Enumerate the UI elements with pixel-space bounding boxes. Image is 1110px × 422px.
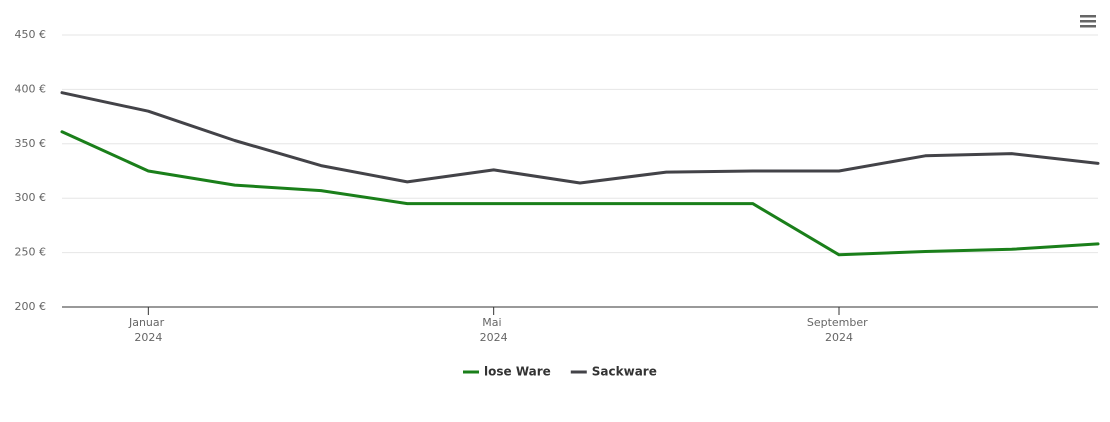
legend-item[interactable]: lose Ware (463, 365, 551, 379)
y-tick-label: 450 € (15, 28, 47, 41)
y-tick-label: 250 € (15, 246, 47, 259)
series-line (60, 130, 1100, 257)
legend-item[interactable]: Sackware (570, 365, 657, 379)
menu-bar (1080, 25, 1096, 28)
menu-button[interactable] (1080, 15, 1096, 28)
series-line (60, 91, 1100, 185)
legend-label: Sackware (592, 365, 657, 379)
menu-bar (1080, 15, 1096, 18)
x-tick-label: Januar 2024 (128, 316, 168, 344)
x-tick-label: September 2024 (807, 316, 871, 344)
y-tick-label: 350 € (15, 137, 47, 150)
x-tick-label: Mai 2024 (480, 316, 508, 344)
y-tick-label: 200 € (15, 300, 47, 313)
y-tick-label: 300 € (15, 191, 47, 204)
menu-bar (1080, 20, 1096, 23)
y-tick-label: 400 € (15, 82, 47, 95)
legend-label: lose Ware (484, 365, 551, 379)
